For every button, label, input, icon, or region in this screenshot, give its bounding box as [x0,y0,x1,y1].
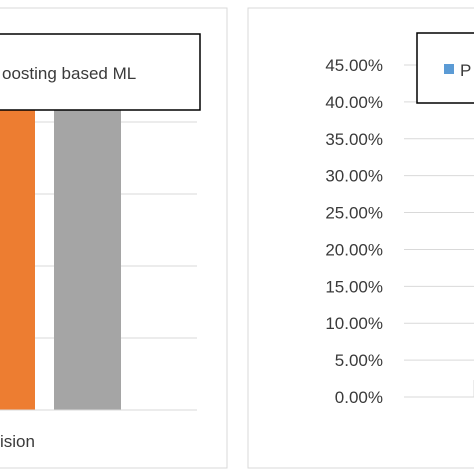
right-y-tick-label: 45.00% [325,56,383,75]
left-category-label: ision [0,432,35,451]
right-y-tick-label: 20.00% [325,240,383,259]
right-y-tick-label: 30.00% [325,167,383,186]
right-y-tick-label: 0.00% [335,388,383,407]
right-y-tick-label: 25.00% [325,204,383,223]
right-y-tick-label: 5.00% [335,351,383,370]
left-legend-box [0,33,201,111]
right-y-tick-label: 40.00% [325,93,383,112]
right-y-tick-label: 10.00% [325,314,383,333]
left-legend-text: oosting based ML [2,64,136,83]
right-y-tick-label: 15.00% [325,277,383,296]
right-y-tick-label: 35.00% [325,130,383,149]
right-legend-text: P [460,61,471,80]
left-bar-series-1 [54,96,121,411]
left-bar-series-0 [0,93,35,410]
right-legend-swatch [444,64,454,74]
